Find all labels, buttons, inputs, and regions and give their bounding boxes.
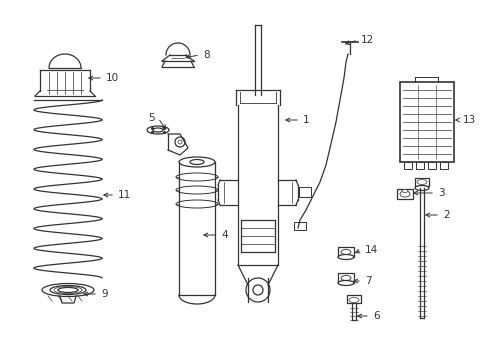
Ellipse shape (417, 180, 427, 184)
Ellipse shape (58, 288, 78, 292)
Ellipse shape (341, 249, 351, 255)
FancyBboxPatch shape (415, 178, 429, 186)
Ellipse shape (176, 200, 218, 208)
Bar (400, 82, 454, 162)
Text: 2: 2 (443, 210, 450, 220)
Text: 14: 14 (365, 245, 378, 255)
Ellipse shape (400, 191, 410, 197)
Text: 10: 10 (106, 73, 119, 83)
Bar (428, 162, 436, 169)
Ellipse shape (338, 280, 354, 285)
Text: 11: 11 (118, 190, 131, 200)
Circle shape (246, 278, 270, 302)
FancyBboxPatch shape (397, 189, 413, 199)
Ellipse shape (341, 275, 351, 280)
Bar (404, 162, 412, 169)
Text: 8: 8 (203, 50, 210, 60)
Bar (440, 162, 448, 169)
Text: 6: 6 (373, 311, 380, 321)
Ellipse shape (42, 284, 94, 297)
Ellipse shape (50, 285, 86, 294)
Circle shape (175, 137, 185, 147)
Text: 7: 7 (365, 276, 371, 286)
Ellipse shape (176, 186, 218, 194)
Ellipse shape (153, 128, 163, 132)
Ellipse shape (176, 173, 218, 181)
FancyBboxPatch shape (338, 273, 354, 283)
Bar (294, 222, 306, 230)
FancyBboxPatch shape (338, 247, 354, 257)
Text: 1: 1 (303, 115, 310, 125)
Ellipse shape (190, 159, 204, 165)
Text: 12: 12 (361, 35, 374, 45)
Ellipse shape (147, 126, 169, 134)
Ellipse shape (402, 189, 408, 193)
Circle shape (253, 285, 263, 295)
Ellipse shape (415, 185, 429, 190)
Circle shape (178, 140, 182, 144)
Text: 13: 13 (463, 115, 476, 125)
Ellipse shape (338, 255, 354, 260)
Bar (416, 162, 424, 169)
FancyBboxPatch shape (347, 295, 361, 303)
Ellipse shape (179, 157, 215, 167)
Ellipse shape (349, 297, 359, 302)
Text: 3: 3 (438, 188, 444, 198)
Text: 5: 5 (148, 113, 155, 123)
Bar (299, 187, 311, 197)
Text: 9: 9 (101, 289, 108, 299)
Text: 4: 4 (221, 230, 228, 240)
